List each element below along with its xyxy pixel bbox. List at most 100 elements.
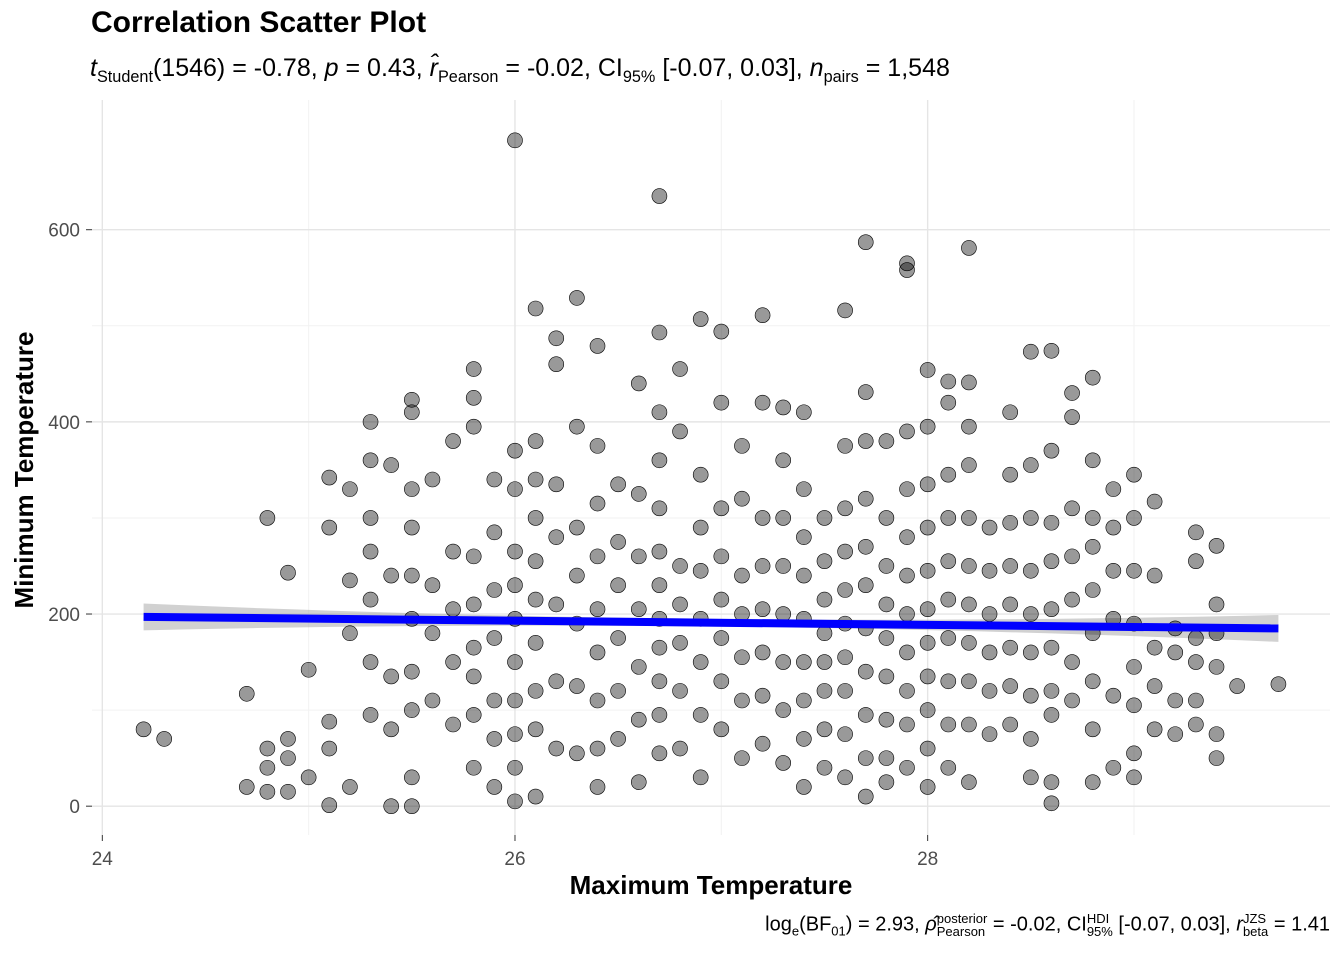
data-point xyxy=(754,394,771,411)
data-point xyxy=(796,529,812,545)
data-point xyxy=(899,716,915,733)
n-label: n xyxy=(809,54,824,82)
data-point xyxy=(651,577,668,593)
data-point xyxy=(1105,562,1122,579)
data-point xyxy=(1023,769,1039,786)
data-point xyxy=(651,452,668,469)
data-point xyxy=(734,750,750,766)
data-point xyxy=(1064,500,1080,517)
data-point xyxy=(465,548,482,565)
data-point xyxy=(857,384,874,400)
r-label: r̂ xyxy=(429,54,438,82)
data-point xyxy=(1043,639,1060,656)
r-label: r xyxy=(1236,913,1243,936)
data-point xyxy=(961,716,977,733)
chart-title: Correlation Scatter Plot xyxy=(91,6,427,39)
data-point xyxy=(548,330,565,347)
data-point xyxy=(816,510,833,526)
data-point xyxy=(1229,678,1245,694)
data-point xyxy=(445,433,461,449)
data-point xyxy=(940,373,957,390)
data-point xyxy=(713,548,730,565)
data-points xyxy=(135,132,1287,814)
data-point xyxy=(610,577,626,593)
data-point xyxy=(383,457,399,473)
p-label: p xyxy=(324,54,339,82)
r-sup: JZS xyxy=(1242,911,1267,926)
data-point xyxy=(692,654,709,670)
data-point xyxy=(342,572,358,589)
data-point xyxy=(486,731,503,747)
data-point xyxy=(610,731,626,747)
data-point xyxy=(424,471,441,488)
data-point xyxy=(589,495,606,512)
data-point xyxy=(465,596,482,613)
data-point xyxy=(1188,692,1204,709)
data-point xyxy=(692,562,709,579)
ci-value: [-0.07, 0.03], xyxy=(1118,913,1231,936)
data-point xyxy=(961,558,977,574)
data-point xyxy=(1043,707,1060,723)
data-point xyxy=(1084,538,1101,555)
data-point xyxy=(507,132,523,149)
data-point xyxy=(940,510,957,526)
log-label: log xyxy=(765,913,792,936)
data-point xyxy=(362,414,379,430)
data-point xyxy=(754,687,771,704)
data-point xyxy=(589,601,606,618)
data-point xyxy=(692,769,709,786)
data-point xyxy=(816,553,833,569)
data-point xyxy=(259,759,276,776)
data-point xyxy=(342,625,358,642)
data-point xyxy=(404,663,420,680)
data-point xyxy=(404,404,420,421)
regression-line xyxy=(143,612,1279,633)
data-point xyxy=(445,716,461,733)
x-tick-label: 28 xyxy=(917,849,938,870)
data-point xyxy=(775,510,792,526)
data-point xyxy=(1167,692,1184,709)
data-point xyxy=(754,510,771,526)
data-point xyxy=(300,769,317,786)
data-point xyxy=(919,362,936,378)
data-point xyxy=(383,721,399,738)
data-point xyxy=(486,630,503,646)
data-point xyxy=(321,740,338,757)
data-point xyxy=(775,755,792,771)
chart-caption: loge(BF01) = 2.93, ρ̂ posterior Pearson = … xyxy=(765,912,1330,938)
data-point xyxy=(280,783,296,800)
data-point xyxy=(940,553,957,569)
data-point xyxy=(816,654,833,670)
data-point xyxy=(1126,745,1142,762)
data-point xyxy=(362,543,379,560)
data-point xyxy=(569,290,585,306)
data-point xyxy=(362,707,379,723)
data-point xyxy=(899,759,915,776)
data-point xyxy=(796,731,812,747)
data-point xyxy=(837,302,853,319)
data-point xyxy=(837,500,853,517)
data-point xyxy=(507,481,523,497)
data-point xyxy=(280,750,296,766)
y-tick-label: 600 xyxy=(48,221,80,242)
data-point xyxy=(630,548,647,565)
data-point xyxy=(940,394,957,411)
data-point xyxy=(940,759,957,776)
p-value: = 0.43, xyxy=(345,54,423,82)
data-point xyxy=(919,702,936,718)
data-point xyxy=(816,721,833,738)
data-point xyxy=(1064,385,1080,401)
y-axis-label: Minimum Temperature xyxy=(9,332,39,609)
data-point xyxy=(1023,562,1039,579)
data-point xyxy=(981,562,998,579)
data-point xyxy=(713,630,730,646)
data-point xyxy=(981,726,998,742)
data-point xyxy=(1023,457,1039,473)
data-point xyxy=(796,481,812,497)
data-point xyxy=(878,711,895,728)
bf-sub: 01 xyxy=(831,923,846,939)
data-point xyxy=(610,534,626,550)
data-point xyxy=(919,635,936,651)
data-point xyxy=(1146,721,1163,738)
data-point xyxy=(734,438,750,454)
